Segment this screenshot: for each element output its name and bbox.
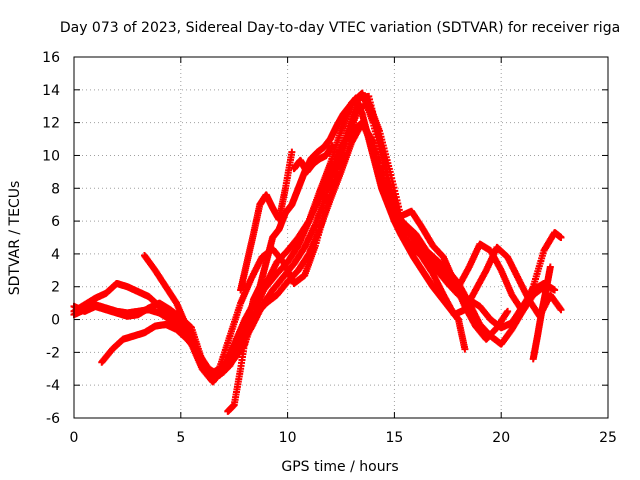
y-tick-label: -4 (46, 378, 60, 394)
data-point (546, 263, 554, 271)
data-point (328, 142, 336, 150)
x-tick-label: 15 (385, 430, 403, 446)
y-tick-label: 6 (51, 214, 60, 230)
plot-frame (73, 56, 609, 419)
data-point (551, 286, 559, 294)
y-tick-label: 12 (42, 116, 60, 132)
x-tick-label: 20 (492, 430, 510, 446)
series-arc-7 (237, 148, 296, 294)
data-point (504, 307, 512, 315)
y-tick-label: 10 (42, 148, 60, 164)
y-tick-label: 14 (42, 83, 60, 99)
series-arc-9 (529, 263, 554, 363)
y-tick-label: 8 (51, 181, 60, 197)
y-tick-label: -6 (46, 411, 60, 427)
data-point (288, 148, 296, 156)
axis-ticks: 0 5 10 15 20 25 -6 -4 -2 0 2 4 6 8 10 12 14 16 (42, 50, 617, 446)
series-arc-8 (290, 142, 336, 176)
grid (74, 57, 608, 418)
y-tick-label: 0 (51, 313, 60, 329)
y-tick-label: 4 (51, 247, 60, 263)
chart-title: Day 073 of 2023, Sidereal Day-to-day VTE… (60, 20, 620, 36)
data-point (557, 306, 565, 314)
y-tick-label: 2 (51, 280, 60, 296)
data-point (461, 345, 469, 353)
y-axis-label: SDTVAR / TECUs (7, 181, 23, 296)
x-tick-label: 5 (176, 430, 185, 446)
data-point (557, 234, 565, 241)
y-tick-label: 16 (42, 50, 60, 66)
data-series (70, 89, 565, 415)
series-arc-5 (140, 99, 512, 379)
x-tick-label: 25 (599, 430, 617, 446)
x-tick-label: 10 (279, 430, 297, 446)
y-tick-label: -2 (46, 345, 60, 361)
x-axis-label: GPS time / hours (281, 459, 398, 475)
x-tick-label: 0 (70, 430, 79, 446)
series-arc-4 (70, 119, 548, 381)
